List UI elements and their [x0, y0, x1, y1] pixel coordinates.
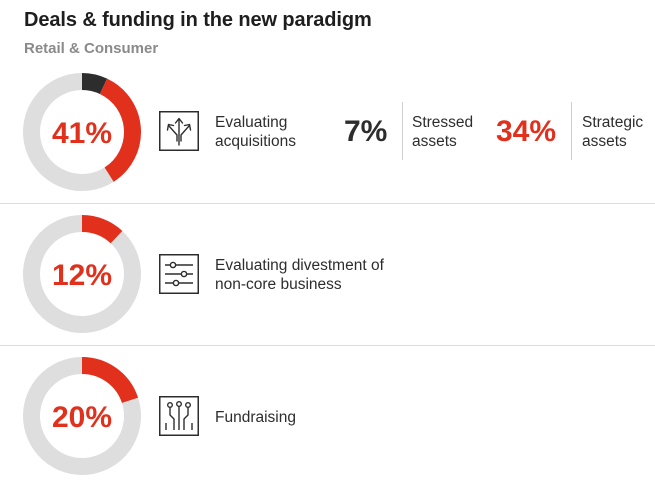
slice-0-arc: [81, 215, 123, 244]
stressed-assets-label: Stressed assets: [412, 113, 473, 151]
strategic-assets-value: 34%: [496, 115, 557, 148]
label-line: acquisitions: [215, 133, 296, 150]
diverging-arrows-icon: [159, 111, 199, 151]
sliders-icon: [159, 254, 199, 294]
slice-2-arc: [23, 73, 114, 191]
row-divider: [0, 345, 655, 346]
slice-0-arc: [81, 357, 139, 404]
label-line: assets: [412, 133, 457, 150]
strategic-assets-label: Strategic assets: [582, 113, 643, 151]
donut-svg-divestment: 12%: [23, 215, 141, 333]
label-line: non-core business: [215, 276, 342, 293]
row-label-fundraising: Fundraising: [215, 408, 296, 427]
label-line: Evaluating divestment of: [215, 257, 384, 274]
row-label-acquisitions: Evaluating acquisitions: [215, 113, 296, 151]
page-title: Deals & funding in the new paradigm: [24, 9, 372, 31]
strategic-assets-arc: [99, 78, 141, 182]
row-divider: [0, 203, 655, 204]
label-line: assets: [582, 133, 627, 150]
stat-divider: [402, 102, 403, 160]
slice-1-arc: [23, 357, 141, 475]
label-line: Strategic: [582, 114, 644, 131]
donut-svg-acquisitions: 41%: [23, 73, 141, 191]
label-line: Stressed: [412, 114, 474, 131]
donut-value-label: 12%: [52, 259, 112, 292]
label-line: Fundraising: [215, 409, 296, 426]
slice-1-arc: [23, 215, 141, 333]
label-line: Evaluating: [215, 114, 288, 131]
stressed-assets-arc: [81, 73, 108, 95]
circuit-icon: [159, 396, 199, 436]
donut-chart-fundraising: 20%: [22, 356, 142, 476]
donut-chart-divestment: 12%: [22, 214, 142, 334]
donut-value-label: 20%: [52, 401, 112, 434]
stressed-assets-value: 7%: [344, 115, 388, 148]
donut-value-label: 41%: [52, 117, 112, 150]
donut-svg-fundraising: 20%: [23, 357, 141, 475]
donut-chart-acquisitions: 41%: [22, 72, 142, 192]
stat-divider: [571, 102, 572, 160]
page-subtitle: Retail & Consumer: [24, 40, 159, 57]
row-label-divestment: Evaluating divestment of non-core busine…: [215, 256, 384, 294]
